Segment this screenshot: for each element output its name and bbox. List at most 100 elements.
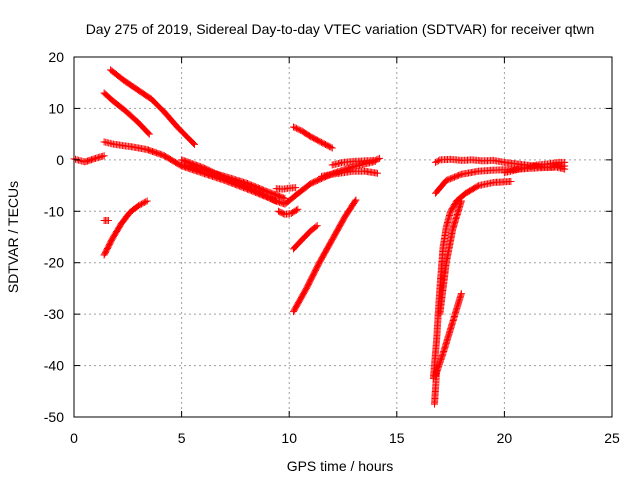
grid-lines xyxy=(74,57,612,417)
series-trace xyxy=(329,214,348,242)
series-trace xyxy=(244,183,264,197)
y-tick-label: -30 xyxy=(44,306,64,322)
data-point xyxy=(191,140,199,148)
series-trace xyxy=(291,237,305,252)
y-axis-label: SDTVAR / TECUs xyxy=(5,181,21,293)
series-trace xyxy=(112,141,132,150)
x-tick-label: 0 xyxy=(70,430,78,446)
series-arc-h xyxy=(178,161,289,202)
series-trace xyxy=(145,146,167,159)
series-trace xyxy=(222,173,249,187)
series-trace xyxy=(308,133,324,146)
series-trace xyxy=(447,198,460,214)
series-trace xyxy=(432,348,448,378)
series-trace xyxy=(289,206,300,216)
series-trace xyxy=(463,182,481,196)
data-point xyxy=(328,144,336,152)
series-arc-f xyxy=(100,217,112,225)
series-trace xyxy=(291,124,305,134)
series-trace xyxy=(101,90,116,104)
series-arc-n xyxy=(317,167,381,180)
series-trace xyxy=(303,260,323,291)
series-trace xyxy=(244,180,270,195)
x-tick-label: 15 xyxy=(389,430,405,446)
plot-frame xyxy=(73,56,613,418)
data-point xyxy=(373,169,381,177)
data-point xyxy=(561,165,569,173)
series-trace xyxy=(449,198,465,232)
series-trace xyxy=(127,203,141,215)
series-trace xyxy=(108,67,126,83)
series-trace xyxy=(444,171,464,184)
series-arc-a xyxy=(70,152,108,166)
series-trace xyxy=(136,198,150,209)
series-trace xyxy=(136,87,154,102)
data-point xyxy=(292,184,300,192)
x-tick-label: 5 xyxy=(178,430,186,446)
series-trace xyxy=(293,180,314,198)
x-tick-label: 20 xyxy=(497,430,513,446)
y-tick-label: 20 xyxy=(48,49,64,65)
y-tick-label: 0 xyxy=(56,152,64,168)
data-point xyxy=(457,290,465,298)
data-point xyxy=(143,197,151,205)
data-point xyxy=(432,158,440,166)
data-point xyxy=(104,217,112,225)
series-trace xyxy=(454,190,469,204)
series-trace xyxy=(149,96,167,115)
series-trace xyxy=(259,191,277,204)
series-trace xyxy=(441,319,456,353)
series-trace xyxy=(290,286,310,314)
y-tick-label: -20 xyxy=(44,255,64,271)
series-trace xyxy=(433,178,449,196)
series-trace xyxy=(431,386,439,407)
series-trace xyxy=(433,157,442,166)
series-trace xyxy=(436,260,450,317)
data-point xyxy=(145,130,153,138)
series-trace xyxy=(179,161,206,174)
series-trace xyxy=(280,184,292,193)
series-arc-i xyxy=(272,184,300,193)
series-trace xyxy=(443,209,454,229)
series-trace xyxy=(174,124,197,147)
series-trace xyxy=(299,128,313,140)
data-points xyxy=(70,66,569,408)
series-trace xyxy=(123,108,141,126)
series-trace xyxy=(161,109,180,130)
x-axis-label: GPS time / hours xyxy=(287,458,394,474)
series-arc-e xyxy=(100,197,151,259)
x-axis-ticks: 0 5 10 15 20 25 xyxy=(70,57,620,446)
y-tick-label: -40 xyxy=(44,358,64,374)
data-point xyxy=(281,194,289,202)
data-point xyxy=(313,222,321,230)
series-trace xyxy=(276,208,288,218)
chart-title: Day 275 of 2019, Sidereal Day-to-day VTE… xyxy=(86,21,595,37)
series-trace xyxy=(319,139,335,151)
x-tick-label: 25 xyxy=(604,430,620,446)
series-arc-u xyxy=(432,163,569,197)
series-trace xyxy=(316,237,335,265)
series-arc-d xyxy=(107,66,199,148)
series-trace xyxy=(136,120,152,137)
data-point xyxy=(290,123,298,131)
series-trace xyxy=(118,209,133,226)
y-tick-label: 10 xyxy=(48,100,64,116)
series-trace xyxy=(449,291,465,324)
series-arc-r xyxy=(432,290,465,380)
series-arc-j xyxy=(274,205,302,218)
series-arc-c xyxy=(100,89,153,138)
series-trace xyxy=(308,223,320,234)
series-trace xyxy=(342,197,359,219)
series-trace xyxy=(101,235,116,258)
series-arc-v xyxy=(500,158,569,177)
series-trace xyxy=(110,221,125,241)
series-trace xyxy=(299,228,314,242)
series-trace xyxy=(443,227,456,265)
series-arc-l xyxy=(290,196,360,316)
series-arc-b xyxy=(100,138,280,205)
data-point xyxy=(376,154,384,162)
series-trace xyxy=(127,143,150,153)
y-tick-label: -10 xyxy=(44,203,64,219)
y-axis-ticks: -50 -40 -30 -20 -10 0 10 20 xyxy=(44,49,612,425)
